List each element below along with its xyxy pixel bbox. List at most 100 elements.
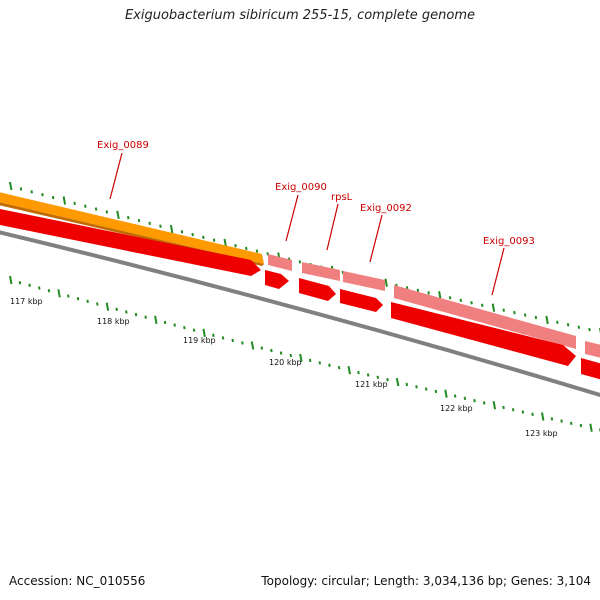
genome-summary-label: Topology: circular; Length: 3,034,136 bp… (261, 574, 591, 588)
inner-minor-tick (96, 302, 99, 306)
inner-major-tick (444, 389, 448, 398)
inner-minor-tick (38, 286, 41, 290)
outer-minor-tick (481, 303, 484, 307)
cds-arrow-exig-0093[interactable] (391, 302, 576, 366)
cds-bar-exig-0092[interactable] (343, 271, 385, 291)
inner-major-tick (589, 423, 593, 432)
gene-bar-orange[interactable] (0, 190, 264, 264)
cds-bar-rpsL[interactable] (302, 262, 340, 281)
inner-minor-tick (18, 280, 22, 285)
inner-major-tick (299, 353, 303, 363)
outer-minor-tick (298, 260, 302, 264)
inner-minor-tick (67, 294, 70, 298)
inner-major-tick (105, 302, 110, 311)
inner-minor-tick (328, 363, 331, 367)
inner-minor-tick (289, 353, 293, 358)
outer-major-tick (384, 278, 388, 287)
inner-minor-tick (550, 417, 554, 421)
outer-major-tick (545, 315, 549, 325)
inner-minor-tick (453, 394, 457, 398)
outer-minor-tick (51, 195, 55, 200)
outer-minor-tick (202, 235, 205, 240)
inner-minor-tick (241, 341, 244, 345)
outer-minor-tick (416, 288, 420, 293)
inner-minor-tick (386, 378, 389, 382)
outer-minor-tick (534, 315, 538, 320)
inner-minor-tick (260, 346, 263, 350)
outer-minor-tick (566, 323, 570, 327)
cds-bar-next[interactable] (585, 341, 600, 360)
cds-bar-exig-0090[interactable] (268, 254, 292, 271)
leader-exig-0089 (109, 152, 123, 200)
outer-minor-tick (127, 215, 130, 220)
cds-bar-exig-0093[interactable] (394, 285, 576, 349)
inner-minor-tick (115, 307, 118, 311)
outer-major-tick (116, 210, 120, 219)
gene-label-exig-0092[interactable]: Exig_0092 (360, 203, 412, 214)
inner-minor-tick (482, 401, 486, 405)
cds-arrow-exig-0090[interactable] (265, 270, 289, 289)
inner-minor-tick (279, 351, 283, 355)
inner-major-tick (154, 315, 158, 324)
inner-minor-tick (86, 299, 89, 304)
leader-exig-0092 (369, 214, 383, 263)
inner-minor-tick (531, 412, 534, 416)
outer-minor-tick (159, 224, 162, 228)
outer-major-tick (62, 196, 67, 205)
cds-arrow-rpsL[interactable] (299, 278, 336, 301)
inner-minor-tick (163, 320, 167, 325)
inner-minor-tick (221, 336, 225, 340)
outer-minor-tick (180, 230, 184, 234)
kbp-label-123: 123 kbp (525, 429, 558, 438)
kbp-label-121: 121 kbp (355, 380, 388, 389)
gene-labels: Exig_0089 Exig_0090 rpsL Exig_0092 Exig_… (97, 140, 535, 247)
outer-minor-tick (73, 201, 76, 206)
leader-exig-0093 (491, 247, 505, 296)
gene-label-exig-0089[interactable]: Exig_0089 (97, 140, 149, 151)
gene-label-rpsL[interactable]: rpsL (331, 192, 353, 203)
outer-minor-tick (459, 298, 463, 303)
map-title: Exiguobacterium sibiricum 255-15, comple… (124, 8, 476, 23)
inner-major-tick (202, 328, 206, 337)
outer-minor-tick (94, 207, 98, 211)
kbp-label-117: 117 kbp (10, 297, 43, 306)
inner-minor-tick (308, 358, 312, 363)
outer-minor-tick (19, 187, 23, 191)
gene-label-exig-0090[interactable]: Exig_0090 (275, 182, 327, 193)
inner-minor-tick (424, 387, 428, 391)
outer-minor-tick (556, 320, 559, 325)
inner-major-tick (347, 365, 351, 375)
inner-minor-tick (183, 325, 186, 330)
cds-arrow-next[interactable] (581, 358, 600, 382)
kbp-label-118: 118 kbp (97, 317, 130, 326)
outer-minor-tick (448, 296, 452, 300)
outer-minor-tick (41, 193, 44, 197)
inner-minor-tick (47, 289, 51, 293)
cds-arrow-exig-0089[interactable] (0, 207, 261, 276)
outer-minor-tick (341, 270, 345, 275)
label-leaders (109, 152, 505, 296)
outer-minor-tick (502, 308, 505, 312)
cds-arrow-exig-0092[interactable] (340, 289, 383, 312)
inner-minor-tick (212, 333, 215, 338)
outer-major-tick (169, 224, 174, 234)
outer-minor-tick (427, 291, 430, 295)
inner-minor-tick (318, 361, 322, 365)
inner-minor-tick (337, 366, 341, 370)
inner-minor-tick (125, 310, 128, 314)
outer-minor-tick (255, 249, 259, 253)
gene-label-exig-0093[interactable]: Exig_0093 (483, 236, 535, 247)
inner-minor-tick (144, 315, 147, 319)
outer-minor-tick (470, 301, 473, 305)
outer-minor-tick (523, 313, 527, 317)
outer-minor-tick (137, 218, 141, 223)
kbp-label-119: 119 kbp (183, 336, 216, 345)
inner-minor-tick (231, 338, 234, 343)
genome-backbone (0, 230, 600, 398)
outer-major-tick (491, 303, 496, 312)
inner-minor-tick (560, 419, 563, 423)
outer-major-tick (9, 181, 13, 191)
inner-major-tick (395, 377, 400, 387)
inner-major-tick (540, 412, 545, 421)
